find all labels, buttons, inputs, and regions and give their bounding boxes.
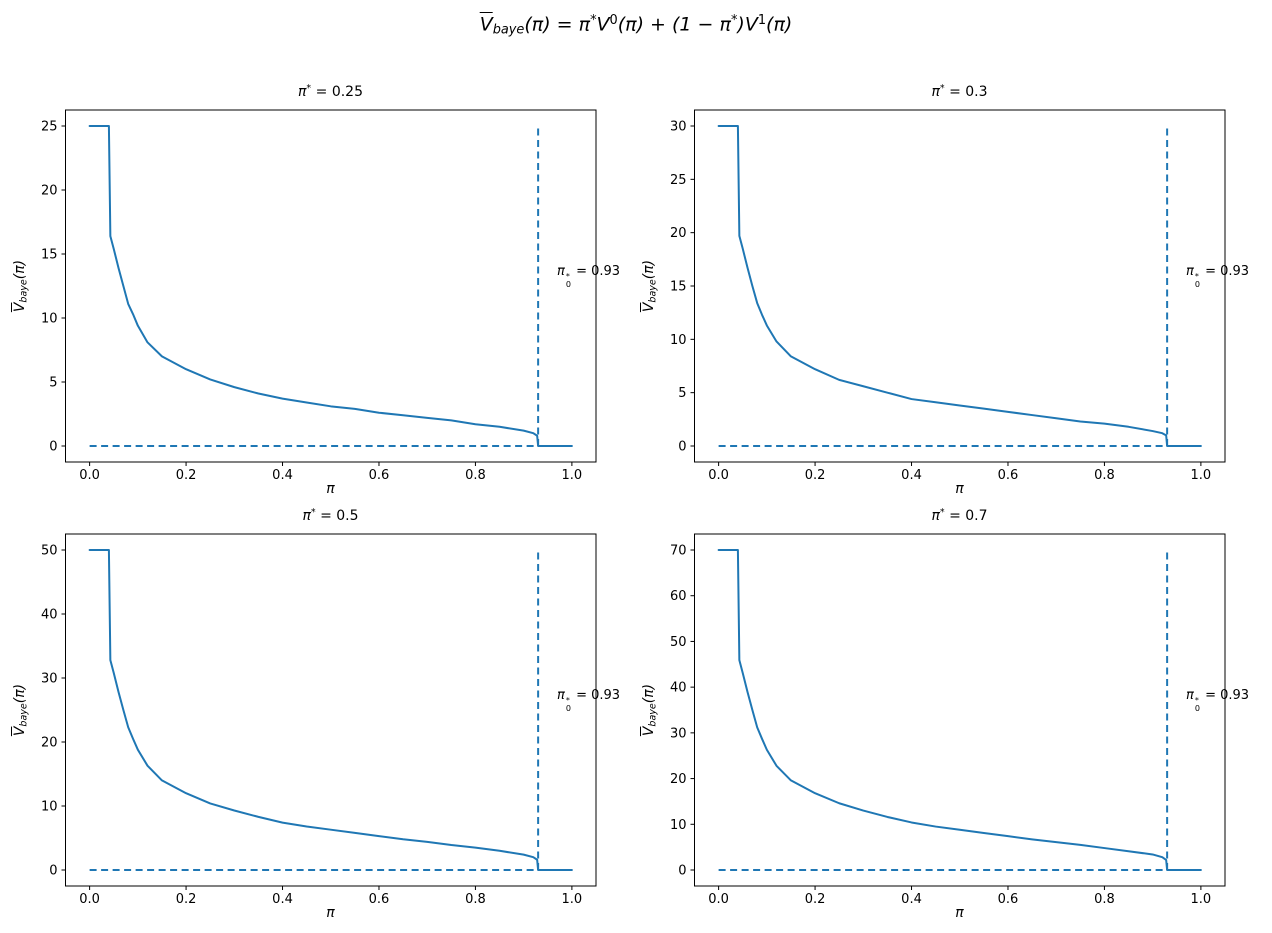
x-axis-ticks: 0.0 0.2 0.4 0.6 0.8 1.0 — [708, 886, 1211, 907]
y-tick-label: 10 — [41, 800, 58, 815]
axes-box — [694, 533, 1226, 887]
x-tick-label: 0.8 — [465, 892, 486, 907]
threshold-annotation: π * 0 = 0.93 — [1186, 688, 1250, 713]
x-tick-label: 0.4 — [272, 468, 293, 483]
plot-area: 0.0 0.2 0.4 0.6 0.8 1.0 0 10 20 30 40 50 — [41, 533, 597, 907]
y-tick-label: 50 — [670, 635, 687, 650]
y-axis-label: Vbaye(π) — [12, 259, 30, 313]
x-tick-label: 0.0 — [708, 892, 729, 907]
y-axis-ticks: 0 5 10 15 20 25 30 — [670, 120, 695, 455]
plot-area: 0.0 0.2 0.4 0.6 0.8 1.0 0 5 10 15 20 25 — [41, 109, 597, 483]
y-tick-label: 30 — [41, 672, 58, 687]
x-tick-label: 0.2 — [176, 468, 197, 483]
x-tick-label: 0.4 — [272, 892, 293, 907]
y-tick-label: 10 — [670, 333, 687, 348]
y-tick-label: 25 — [670, 173, 687, 188]
subplot-title: π* = 0.3 — [931, 83, 988, 100]
y-tick-label: 20 — [670, 226, 687, 241]
y-tick-label: 70 — [670, 544, 687, 559]
y-tick-label: 40 — [41, 608, 58, 623]
subplot-pi-star-0.3: 0.0 0.2 0.4 0.6 0.8 1.0 0 5 10 15 20 25 30 π* = 0.3 … — [629, 70, 1272, 509]
subplot-title: π* = 0.25 — [297, 83, 363, 100]
y-axis-ticks: 0 10 20 30 40 50 — [41, 544, 66, 879]
y-tick-label: 0 — [678, 864, 686, 879]
threshold-annotation: π * 0 = 0.93 — [557, 264, 621, 289]
y-axis-label: Vbaye(π) — [12, 683, 30, 737]
y-tick-label: 5 — [49, 376, 57, 391]
subplot-pi-star-0.7: 0.0 0.2 0.4 0.6 0.8 1.0 0 10 20 30 40 50 60 70 π* = 0… — [629, 494, 1272, 933]
y-axis-ticks: 0 5 10 15 20 25 — [41, 120, 66, 455]
y-tick-label: 20 — [41, 184, 58, 199]
axes-box — [65, 109, 597, 463]
x-tick-label: 0.2 — [805, 892, 826, 907]
threshold-annotation: π * 0 = 0.93 — [557, 688, 621, 713]
x-tick-label: 0.0 — [708, 468, 729, 483]
y-tick-label: 20 — [41, 736, 58, 751]
figure-suptitle: Vbaye(π) = π*V0(π) + (1 − π*)V1(π) — [479, 13, 793, 38]
x-axis-label: π — [326, 905, 335, 921]
y-axis-label: Vbaye(π) — [641, 259, 659, 313]
x-tick-label: 0.6 — [369, 468, 390, 483]
x-tick-label: 0.4 — [901, 468, 922, 483]
y-tick-label: 25 — [41, 120, 58, 135]
y-tick-label: 10 — [670, 818, 687, 833]
x-tick-label: 0.6 — [998, 468, 1019, 483]
x-tick-label: 0.2 — [805, 468, 826, 483]
curve-line — [88, 549, 573, 871]
x-axis-ticks: 0.0 0.2 0.4 0.6 0.8 1.0 — [708, 462, 1211, 483]
plot-area: 0.0 0.2 0.4 0.6 0.8 1.0 0 10 20 30 40 50 60 70 — [670, 533, 1226, 907]
axes-box — [694, 109, 1226, 463]
x-axis-label: π — [955, 481, 964, 497]
x-tick-label: 0.0 — [79, 892, 100, 907]
threshold-annotation: π * 0 = 0.93 — [1186, 264, 1250, 289]
x-axis-ticks: 0.0 0.2 0.4 0.6 0.8 1.0 — [79, 462, 582, 483]
x-tick-label: 0.8 — [1094, 468, 1115, 483]
subplot-title: π* = 0.7 — [931, 507, 988, 524]
x-tick-label: 0.0 — [79, 468, 100, 483]
y-tick-label: 0 — [678, 440, 686, 455]
x-axis-ticks: 0.0 0.2 0.4 0.6 0.8 1.0 — [79, 886, 582, 907]
x-tick-label: 1.0 — [562, 468, 583, 483]
axes-box — [65, 533, 597, 887]
x-tick-label: 0.6 — [369, 892, 390, 907]
x-tick-label: 0.2 — [176, 892, 197, 907]
y-tick-label: 15 — [670, 280, 687, 295]
x-tick-label: 1.0 — [1191, 892, 1212, 907]
y-tick-label: 15 — [41, 248, 58, 263]
y-tick-label: 50 — [41, 544, 58, 559]
x-tick-label: 0.8 — [1094, 892, 1115, 907]
y-axis-label: Vbaye(π) — [641, 683, 659, 737]
x-tick-label: 0.6 — [998, 892, 1019, 907]
x-axis-label: π — [955, 905, 964, 921]
subplot-pi-star-0.5: 0.0 0.2 0.4 0.6 0.8 1.0 0 10 20 30 40 50 π* = 0.5 V… — [0, 494, 643, 933]
curve-line — [717, 549, 1202, 871]
y-tick-label: 0 — [49, 440, 57, 455]
x-tick-label: 1.0 — [562, 892, 583, 907]
x-tick-label: 1.0 — [1191, 468, 1212, 483]
y-tick-label: 5 — [678, 386, 686, 401]
y-tick-label: 10 — [41, 312, 58, 327]
curve-line — [88, 125, 573, 447]
curve-line — [717, 125, 1202, 447]
y-axis-ticks: 0 10 20 30 40 50 60 70 — [670, 544, 695, 879]
y-tick-label: 20 — [670, 772, 687, 787]
y-tick-label: 30 — [670, 120, 687, 135]
y-tick-label: 0 — [49, 864, 57, 879]
y-tick-label: 30 — [670, 726, 687, 741]
subplot-pi-star-0.25: 0.0 0.2 0.4 0.6 0.8 1.0 0 5 10 15 20 25 π* = 0.25 V… — [0, 70, 643, 509]
x-tick-label: 0.8 — [465, 468, 486, 483]
plot-area: 0.0 0.2 0.4 0.6 0.8 1.0 0 5 10 15 20 25 30 — [670, 109, 1226, 483]
subplot-title: π* = 0.5 — [302, 507, 359, 524]
y-tick-label: 60 — [670, 589, 687, 604]
y-tick-label: 40 — [670, 681, 687, 696]
x-axis-label: π — [326, 481, 335, 497]
x-tick-label: 0.4 — [901, 892, 922, 907]
